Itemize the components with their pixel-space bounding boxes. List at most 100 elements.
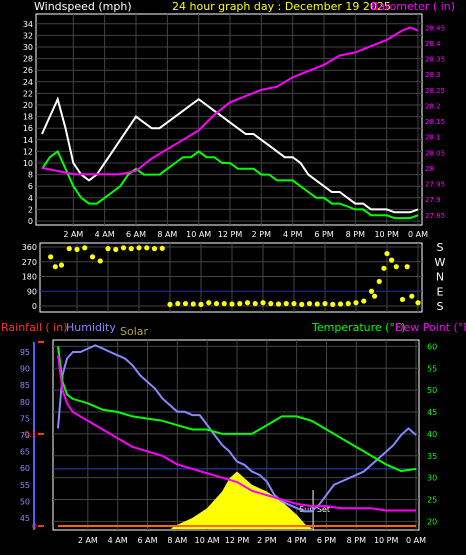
barometer-tick-label: 27.9 bbox=[425, 196, 441, 204]
humidity-tick-label: 75 bbox=[20, 414, 30, 423]
humidity-tick-label: 95 bbox=[20, 348, 30, 357]
direction-point bbox=[190, 301, 196, 307]
direction-point bbox=[105, 246, 111, 252]
x-tick-label: 2 AM bbox=[78, 536, 98, 545]
x-tick-label: 10 PM bbox=[374, 230, 399, 239]
x-tick-label: 8 PM bbox=[346, 230, 365, 239]
direction-point bbox=[151, 246, 158, 252]
barometer-tick-label: 28.15 bbox=[425, 118, 445, 126]
barometer-tick-label: 28.05 bbox=[425, 149, 445, 157]
x-tick-label: 4 PM bbox=[287, 536, 306, 545]
wind-ticks: 2 AM 4 AM 6 AM 8 AM 10 AM 12 PM 2 PM 4 PM 6 PM 8 … bbox=[23, 20, 445, 239]
wind-tick-label: 8 bbox=[28, 171, 33, 180]
wind-tick-label: 24 bbox=[23, 78, 33, 87]
x-tick-label: 0 AM bbox=[406, 536, 426, 545]
temp-ticks: 2 AM 4 AM 6 AM 8 AM 10 AM 12 PM 2 PM 4 PM 6 PM 8 … bbox=[20, 341, 437, 545]
humidity-tick-label: 50 bbox=[20, 497, 30, 506]
direction-point bbox=[182, 300, 189, 307]
rainfall-axis-title: Rainfall ( in) bbox=[1, 321, 68, 334]
average-line bbox=[41, 149, 419, 220]
barometer-tick-label: 28.45 bbox=[425, 24, 445, 32]
wind-tick-label: 34 bbox=[23, 20, 33, 29]
direction-point bbox=[376, 278, 382, 285]
wind-tick-label: 14 bbox=[23, 136, 33, 145]
wind-tick-label: 2 bbox=[28, 205, 33, 214]
direction-point bbox=[221, 300, 227, 307]
direction-point bbox=[268, 300, 274, 307]
direction-point bbox=[299, 301, 305, 307]
x-tick-label: 8 AM bbox=[167, 536, 187, 545]
wind-tick-label: 30 bbox=[23, 43, 33, 52]
humidity-line bbox=[57, 344, 417, 513]
wind-tick-label: 0 bbox=[28, 217, 33, 226]
humidity-tick-label: 45 bbox=[20, 514, 30, 523]
humidity-tick-label: 85 bbox=[20, 381, 30, 390]
barometer-tick-label: 28.2 bbox=[425, 102, 441, 110]
direction-point bbox=[159, 245, 165, 251]
x-tick-label: 6 PM bbox=[317, 536, 336, 545]
direction-point bbox=[393, 264, 399, 270]
temperature-tick-label: 60 bbox=[427, 342, 437, 351]
wind-tick-label: 32 bbox=[23, 31, 33, 40]
temperature-tick-label: 40 bbox=[427, 430, 437, 439]
direction-point bbox=[330, 301, 336, 307]
direction-grid bbox=[40, 243, 422, 312]
wind-tick-label: 20 bbox=[23, 101, 33, 110]
temp-series: Sun Set bbox=[57, 344, 417, 530]
temp-plot-frame bbox=[52, 339, 420, 531]
barometer-tick-label: 28.35 bbox=[425, 56, 445, 64]
chart-title: 24 hour graph day : December 19 2025 bbox=[172, 0, 391, 13]
barometer-tick-label: 28.3 bbox=[425, 71, 441, 79]
direction-point bbox=[120, 245, 127, 251]
wind-tick-label: 4 bbox=[28, 194, 33, 203]
dewpoint-line bbox=[57, 354, 416, 512]
barometer-tick-label: 27.85 bbox=[425, 212, 445, 220]
direction-point bbox=[89, 254, 96, 260]
direction-point bbox=[136, 245, 142, 251]
x-tick-label: 2 PM bbox=[252, 230, 271, 239]
wind-tick-label: 18 bbox=[23, 113, 33, 122]
x-tick-label: 12 PM bbox=[218, 230, 243, 239]
temperature-line bbox=[57, 346, 417, 473]
barometer-tick-label: 27.95 bbox=[425, 181, 445, 189]
direction-point bbox=[337, 301, 344, 307]
x-tick-label: 6 AM bbox=[137, 536, 157, 545]
barometer-axis-title: Barometer ( in) bbox=[371, 0, 455, 13]
direction-point bbox=[345, 300, 351, 307]
x-tick-label: 8 AM bbox=[157, 230, 177, 239]
direction-point bbox=[372, 293, 378, 299]
x-tick-label: 10 AM bbox=[195, 536, 220, 545]
direction-point bbox=[415, 300, 421, 306]
direction-point bbox=[66, 246, 72, 252]
direction-point bbox=[275, 301, 282, 307]
temperature-tick-label: 55 bbox=[427, 364, 437, 373]
x-tick-label: 10 AM bbox=[186, 230, 211, 239]
rainfall-tick-label: 0 bbox=[32, 522, 37, 531]
barometer-tick-label: 28 bbox=[425, 165, 434, 173]
solar-area bbox=[171, 471, 312, 529]
rainfall-tick-label: 0.1 bbox=[24, 430, 37, 439]
wind-tick-label: 28 bbox=[23, 55, 33, 64]
wind-tick-label: 12 bbox=[23, 147, 33, 156]
temperature-tick-label: 45 bbox=[427, 408, 437, 417]
direction-point bbox=[361, 298, 367, 304]
humidity-tick-label: 70 bbox=[20, 431, 30, 440]
wind-panel: Windspeed (mph) 24 hour graph day : Dece… bbox=[23, 0, 455, 239]
direction-point bbox=[128, 246, 134, 252]
direction-tick-label: 0 bbox=[32, 302, 37, 311]
direction-point bbox=[291, 300, 297, 307]
wind-plot-frame bbox=[35, 13, 423, 226]
gust-line bbox=[41, 96, 419, 214]
direction-point bbox=[82, 245, 88, 251]
humidity-tick-label: 90 bbox=[20, 365, 30, 374]
direction-point bbox=[74, 246, 80, 253]
direction-point bbox=[368, 288, 375, 294]
x-tick-label: 4 AM bbox=[95, 230, 115, 239]
wind-tick-label: 26 bbox=[23, 66, 33, 75]
x-tick-label: 2 AM bbox=[63, 230, 83, 239]
direction-point bbox=[381, 265, 387, 271]
compass-label: W bbox=[435, 256, 446, 269]
